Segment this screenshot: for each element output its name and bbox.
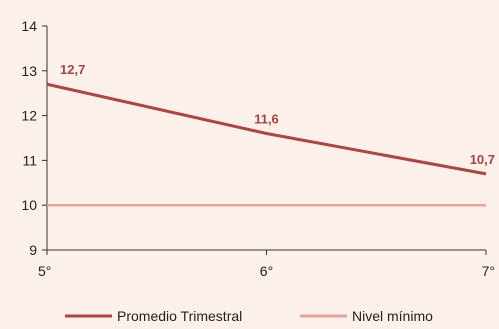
- data-label: 11,6: [254, 112, 279, 127]
- data-label: 10,7: [470, 152, 495, 167]
- legend: Promedio Trimestral Nivel mínimo: [65, 308, 433, 324]
- series-line-promedio-trimestral: [46, 82, 487, 176]
- y-tick-label: 9: [29, 242, 37, 258]
- y-tick-label: 11: [22, 152, 37, 168]
- y-tick-label: 12: [21, 108, 37, 124]
- y-tick-label: 10: [21, 197, 37, 213]
- x-tick-label: 5°: [38, 263, 51, 279]
- axes: 9 10 11 12 13 14 5° 6° 7°: [21, 18, 495, 279]
- legend-label: Nivel mínimo: [352, 308, 433, 324]
- series-lines: [46, 82, 487, 207]
- y-tick-label: 14: [21, 18, 37, 34]
- data-label: 12,7: [60, 62, 85, 77]
- y-tick-label: 13: [21, 63, 37, 79]
- x-tick-label: 7°: [482, 263, 495, 279]
- legend-label: Promedio Trimestral: [117, 308, 242, 324]
- data-labels: 12,7 11,6 10,7: [60, 62, 495, 167]
- x-tick-label: 6°: [260, 263, 273, 279]
